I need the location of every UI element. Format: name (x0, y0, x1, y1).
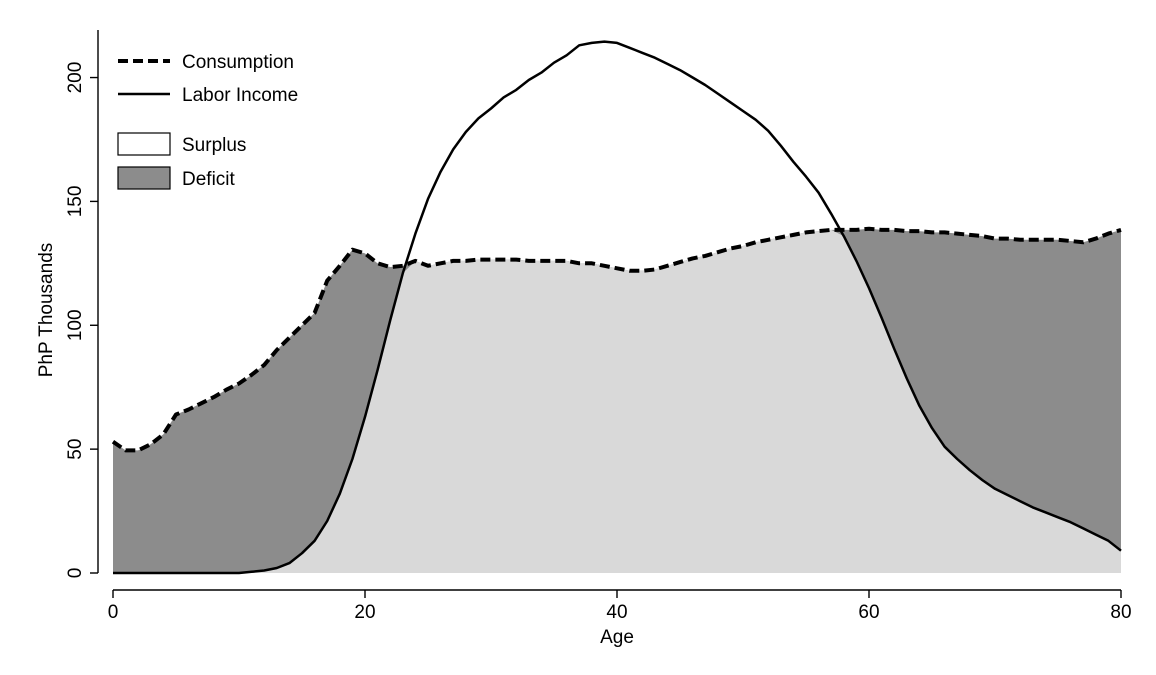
y-axis-title: PhP Thousands (36, 243, 57, 378)
legend: Consumption Labor Income Surplus Deficit (117, 52, 298, 190)
y-tick-label: 0 (65, 568, 86, 579)
labor-income-line (113, 40, 1122, 575)
plot-lines (111, 40, 1122, 575)
legend-deficit-swatch (117, 166, 171, 190)
x-tick-label: 20 (354, 602, 375, 623)
x-tick-label: 60 (858, 602, 879, 623)
legend-surplus-label: Surplus (182, 135, 246, 156)
x-tick-label: 0 (108, 602, 119, 623)
y-tick-label: 200 (65, 62, 86, 94)
y-tick-label: 50 (65, 439, 86, 460)
legend-labor-income-label: Labor Income (182, 85, 298, 106)
plot-areas (113, 228, 1121, 574)
y-tick-label: 100 (65, 309, 86, 341)
legend-surplus-swatch (117, 132, 171, 156)
axes: 0 20 40 60 80 0 50 100 150 200 (65, 30, 1132, 623)
x-tick-label: 40 (606, 602, 627, 623)
consumption-line (111, 226, 1122, 453)
x-tick-label: 80 (1110, 602, 1131, 623)
y-tick-label: 150 (65, 186, 86, 218)
x-axis-title: Age (600, 627, 634, 648)
legend-consumption-label: Consumption (182, 52, 294, 73)
legend-deficit-label: Deficit (182, 169, 236, 190)
shared-area (113, 229, 1121, 574)
